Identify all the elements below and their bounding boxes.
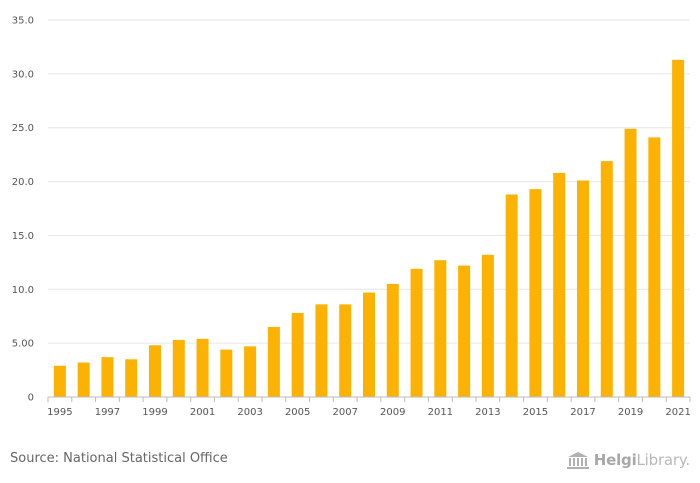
x-tick-label: 2005 <box>285 407 310 418</box>
bar-2008 <box>363 292 375 397</box>
y-tick-label: 15.0 <box>12 231 34 242</box>
bar-2017 <box>577 180 589 397</box>
bar-2002 <box>220 349 233 397</box>
helgilibrary-logo: HelgiLibrary. <box>566 447 690 473</box>
x-tick-label: 2009 <box>380 407 405 418</box>
bar-2015 <box>529 189 542 397</box>
source-note: Source: National Statistical Office <box>10 451 228 466</box>
gridlines <box>48 19 690 344</box>
bar-2020 <box>648 137 661 397</box>
bar-2006 <box>315 304 328 397</box>
x-tick-label: 2017 <box>570 407 595 418</box>
bar-1995 <box>53 365 66 397</box>
bar-1999 <box>149 345 161 397</box>
x-tick-label: 2001 <box>190 407 215 418</box>
library-building-icon <box>566 452 589 469</box>
x-tick-label: 2013 <box>475 407 500 418</box>
x-axis-ticks <box>47 397 691 402</box>
bar-2013 <box>481 254 494 397</box>
bar-2010 <box>410 268 423 397</box>
y-tick-label: 35.0 <box>12 16 34 27</box>
chart-footer: Source: National Statistical Office Helg… <box>0 437 700 483</box>
bar-2001 <box>196 338 209 397</box>
x-tick-label: 1999 <box>142 407 167 418</box>
bar-1998 <box>125 359 138 397</box>
bar-1997 <box>101 357 114 397</box>
logo-text: HelgiLibrary. <box>594 451 690 469</box>
bar-2021 <box>672 59 685 398</box>
bar-2012 <box>458 265 471 397</box>
x-tick-label: 2003 <box>237 407 262 418</box>
y-tick-label: 25.0 <box>12 123 34 134</box>
bar-2004 <box>267 326 280 397</box>
x-tick-label: 2011 <box>428 407 453 418</box>
y-axis-labels: 0 5.00 10.0 15.0 20.0 25.0 30.0 35.0 <box>12 16 34 404</box>
x-tick-label: 2007 <box>332 407 357 418</box>
y-tick-label: 5.00 <box>12 339 34 350</box>
bar-2018 <box>600 161 613 397</box>
x-tick-label: 2019 <box>618 407 643 418</box>
bar-2005 <box>291 312 304 397</box>
bar-2016 <box>553 172 566 397</box>
x-axis-labels: 1995 1997 1999 2001 2003 2005 2007 2009 2011 2013… <box>47 407 691 418</box>
y-tick-label: 10.0 <box>12 285 34 296</box>
logo-bold: Helgi <box>593 451 637 469</box>
bar-2003 <box>244 346 257 397</box>
bar-2007 <box>339 304 352 397</box>
bar-1996 <box>77 362 90 397</box>
bar-2000 <box>172 339 185 397</box>
x-tick-label: 2021 <box>665 407 690 418</box>
bars <box>53 59 685 398</box>
logo-rest: Library. <box>636 451 691 469</box>
y-tick-label: 0 <box>28 393 34 404</box>
y-tick-label: 30.0 <box>12 69 34 80</box>
bar-2009 <box>386 283 399 397</box>
bar-2019 <box>624 128 637 397</box>
x-tick-label: 2015 <box>523 407 548 418</box>
y-tick-label: 20.0 <box>12 177 34 188</box>
x-tick-label: 1995 <box>47 407 72 418</box>
bar-2011 <box>434 260 447 397</box>
x-tick-label: 1997 <box>95 407 120 418</box>
bar-2014 <box>505 194 518 397</box>
